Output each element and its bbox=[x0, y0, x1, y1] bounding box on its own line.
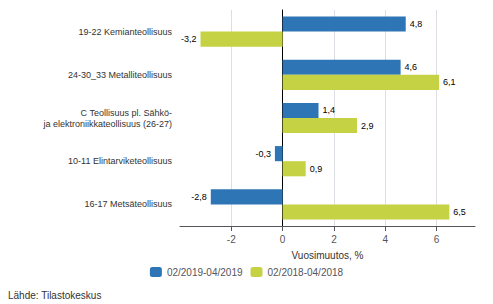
svg-text:0: 0 bbox=[280, 234, 286, 245]
svg-text:4,8: 4,8 bbox=[410, 19, 423, 29]
svg-text:2: 2 bbox=[331, 234, 337, 245]
svg-text:02/2018-04/2018: 02/2018-04/2018 bbox=[268, 267, 344, 278]
svg-text:Lähde: Tilastokeskus: Lähde: Tilastokeskus bbox=[8, 290, 101, 301]
svg-text:19-22 Kemianteollisuus: 19-22 Kemianteollisuus bbox=[78, 27, 172, 37]
svg-text:6,1: 6,1 bbox=[443, 77, 456, 87]
svg-text:10-11 Elintarviketeollisuus: 10-11 Elintarviketeollisuus bbox=[68, 156, 172, 166]
svg-text:0,9: 0,9 bbox=[310, 164, 323, 174]
svg-text:24-30_33 Metalliteollisuus: 24-30_33 Metalliteollisuus bbox=[68, 70, 173, 80]
svg-text:-2,8: -2,8 bbox=[191, 192, 207, 202]
svg-text:02/2019-04/2019: 02/2019-04/2019 bbox=[167, 267, 243, 278]
svg-text:6: 6 bbox=[434, 234, 440, 245]
svg-text:2,9: 2,9 bbox=[361, 121, 374, 131]
svg-text:-3,2: -3,2 bbox=[181, 34, 197, 44]
svg-text:1,4: 1,4 bbox=[323, 105, 336, 115]
svg-text:4: 4 bbox=[382, 234, 388, 245]
svg-text:4,6: 4,6 bbox=[405, 62, 418, 72]
svg-text:ja elektroniikkateollisuus (26: ja elektroniikkateollisuus (26-27) bbox=[42, 119, 172, 129]
svg-text:16-17 Metsäteollisuus: 16-17 Metsäteollisuus bbox=[84, 199, 172, 209]
svg-text:-0,3: -0,3 bbox=[255, 149, 271, 159]
svg-text:Vuosimuutos, %: Vuosimuutos, % bbox=[292, 250, 364, 261]
svg-text:-2: -2 bbox=[227, 234, 236, 245]
svg-text:C Teollisuus pl. Sähkö-: C Teollisuus pl. Sähkö- bbox=[81, 108, 172, 118]
svg-text:6,5: 6,5 bbox=[453, 207, 466, 217]
